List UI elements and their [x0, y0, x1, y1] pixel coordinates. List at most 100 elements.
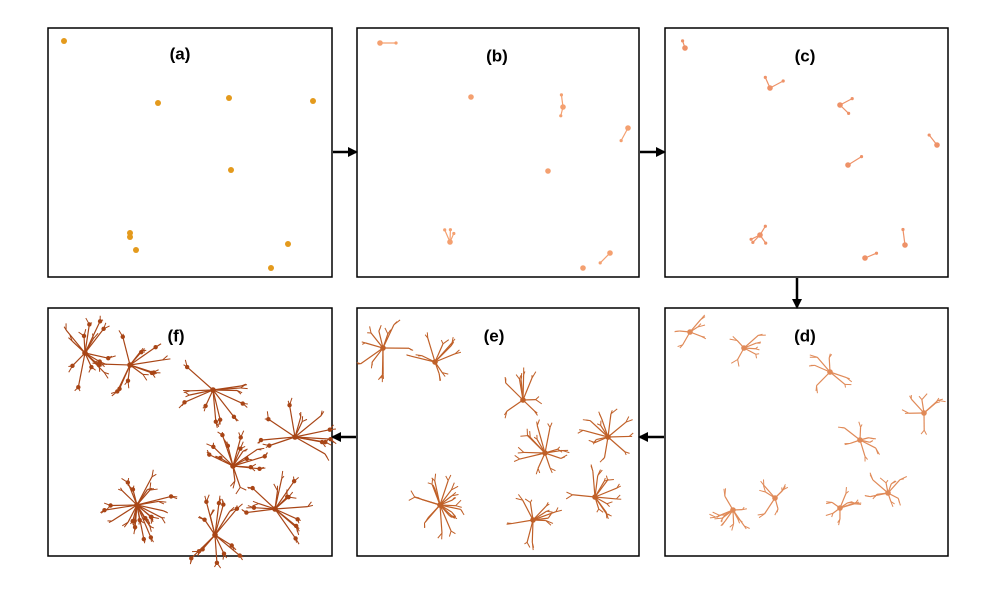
leaf — [120, 334, 125, 339]
leaf — [250, 485, 255, 491]
edge — [737, 517, 743, 523]
edge — [829, 371, 847, 379]
edge — [901, 409, 910, 414]
edge — [606, 513, 610, 516]
edge — [410, 490, 416, 498]
node — [210, 387, 216, 393]
node — [380, 345, 386, 351]
panel-frame — [47, 27, 333, 278]
edge — [536, 419, 540, 426]
node — [542, 450, 548, 456]
edge — [103, 372, 109, 379]
edge — [816, 385, 818, 394]
edge — [526, 542, 531, 548]
edge — [440, 339, 444, 345]
edge — [427, 504, 441, 519]
edge — [923, 429, 927, 435]
edge — [451, 485, 459, 491]
edge — [762, 485, 766, 493]
leaf — [443, 228, 447, 232]
edge — [408, 496, 415, 501]
edge — [232, 465, 260, 470]
leaf — [81, 333, 87, 339]
leaf — [234, 506, 240, 511]
panel-frame — [47, 307, 333, 557]
leaf — [106, 355, 111, 361]
edge — [204, 519, 216, 536]
edge — [365, 342, 384, 349]
edge — [431, 478, 434, 485]
leaf — [286, 494, 291, 500]
edge — [147, 487, 152, 490]
leaf — [751, 240, 755, 244]
leaf — [225, 443, 231, 449]
edge — [677, 344, 683, 348]
edge — [859, 439, 877, 449]
edge — [214, 534, 241, 557]
leaf — [763, 75, 767, 79]
edge — [83, 335, 86, 354]
edge — [118, 364, 131, 390]
edge — [129, 364, 153, 374]
edge — [935, 401, 941, 404]
edge — [129, 346, 156, 366]
edge — [371, 347, 384, 363]
edge — [381, 347, 384, 375]
edge — [869, 474, 874, 481]
leaf — [216, 500, 222, 506]
edge — [77, 352, 86, 388]
edge — [84, 328, 105, 354]
node — [134, 502, 140, 508]
edge — [555, 509, 562, 513]
edge — [603, 477, 606, 482]
leaf — [130, 487, 136, 492]
edge — [212, 389, 243, 405]
edge — [674, 330, 680, 333]
leaf — [221, 502, 226, 507]
edge — [451, 497, 457, 501]
edge — [122, 521, 129, 527]
edge — [252, 487, 276, 510]
edge — [127, 504, 138, 523]
leaf — [102, 507, 107, 513]
network-drawings — [61, 38, 946, 569]
edge — [537, 452, 546, 469]
edge — [434, 353, 456, 363]
edge — [362, 342, 366, 345]
leaf — [237, 553, 242, 558]
edge — [536, 425, 546, 454]
node — [230, 463, 236, 469]
node — [272, 506, 278, 512]
edge — [529, 431, 531, 438]
edge — [615, 494, 621, 500]
edge — [610, 408, 618, 415]
edge — [214, 511, 231, 536]
edge — [879, 477, 887, 484]
panel-label: (d) — [794, 326, 816, 345]
edge — [240, 486, 247, 491]
leaf — [108, 503, 113, 508]
leaf — [182, 400, 187, 405]
leaf — [448, 228, 452, 232]
edge — [439, 504, 443, 534]
node — [310, 98, 316, 104]
edge — [122, 336, 131, 366]
edge — [732, 335, 738, 341]
edge — [544, 427, 551, 454]
node — [934, 142, 940, 148]
leaf — [204, 499, 209, 505]
panel-frame — [664, 307, 949, 557]
edge — [520, 379, 524, 401]
node — [592, 494, 598, 500]
leaf — [598, 261, 602, 265]
edge — [522, 499, 534, 521]
node — [857, 437, 863, 443]
leaf — [291, 478, 297, 484]
node — [127, 234, 133, 240]
edge — [104, 504, 138, 511]
edge — [763, 484, 776, 499]
edge — [737, 359, 740, 367]
leaf — [125, 480, 131, 485]
edge — [136, 504, 151, 527]
